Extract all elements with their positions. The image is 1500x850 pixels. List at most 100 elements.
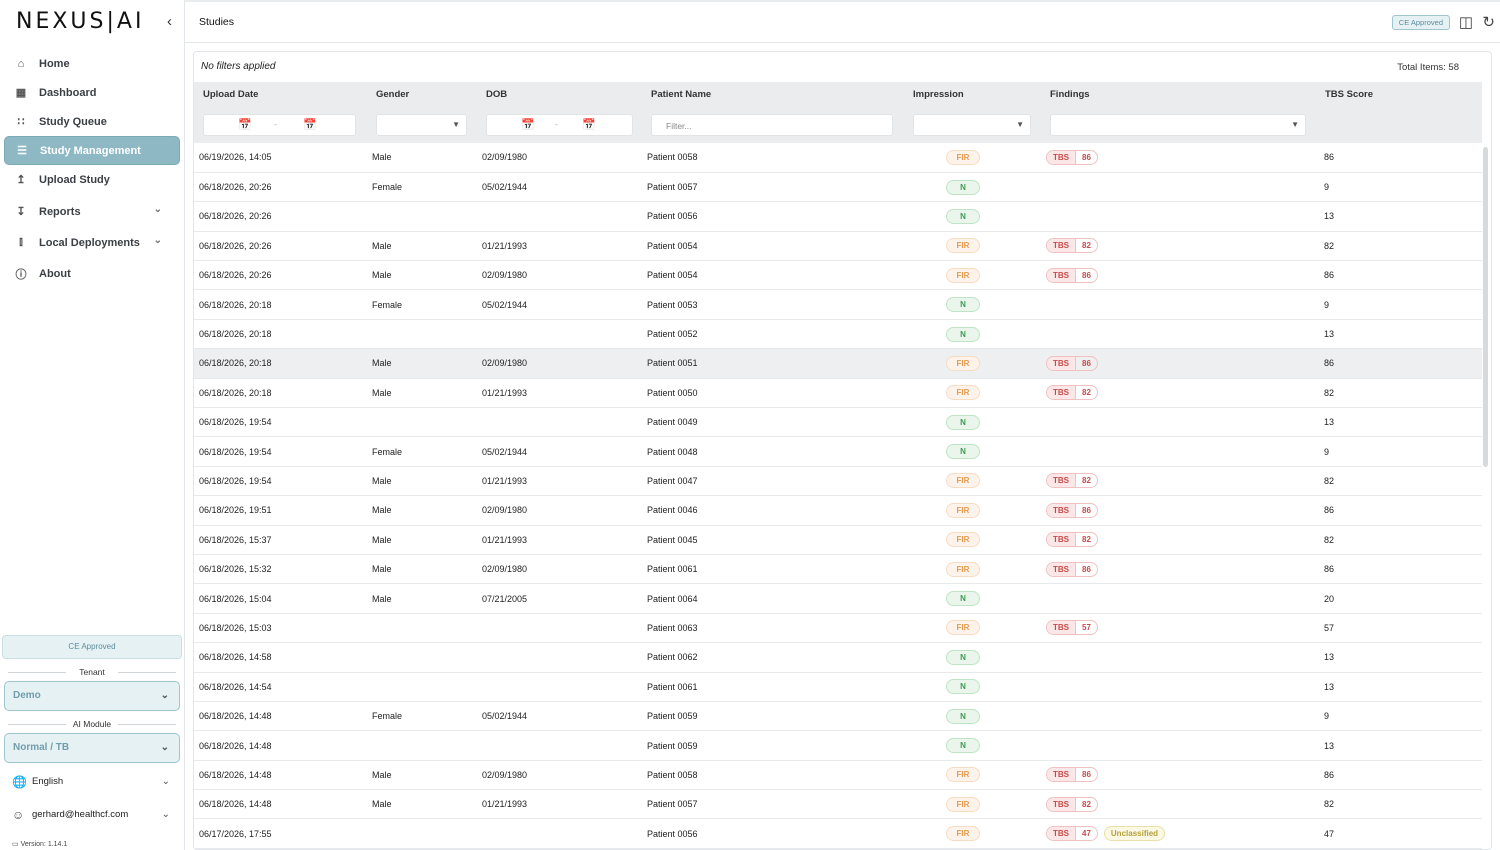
cell-patient-name: Patient 0047 [642,466,904,497]
ai-module-value: Normal / TB [13,742,70,753]
cell-dob [477,672,642,702]
table-scrollbar[interactable] [1483,147,1488,467]
table-row[interactable]: 06/18/2026, 20:18 Male 02/09/1980 Patient 0… [194,348,1482,379]
table-row[interactable]: 06/18/2026, 14:48 Patient 0059 N 13 [194,730,1482,761]
cell-gender: Male [367,495,477,526]
patient-name-filter[interactable]: Filter... [651,113,893,136]
cell-dob: 02/09/1980 [477,760,642,791]
calendar-icon[interactable]: 📅 [582,118,596,131]
cell-impression: FIR [904,554,1041,585]
impression-filter[interactable]: ▼ [913,113,1031,136]
calendar-icon[interactable]: 📅 [521,118,535,131]
table-row[interactable]: 06/18/2026, 19:54 Female 05/02/1944 Patient… [194,436,1482,467]
sidebar-item-label: Home [39,57,70,70]
collapse-sidebar-icon[interactable]: ‹ [167,13,172,30]
cell-patient-name: Patient 0049 [642,407,904,438]
cell-dob [477,730,642,761]
cell-upload-date: 06/18/2026, 20:26 [194,260,367,291]
tenant-select[interactable]: Demo ⌄ [4,681,180,711]
table-row[interactable]: 06/18/2026, 19:54 Male 01/21/1993 Patient 0… [194,466,1482,497]
version-value: 1.14.1 [47,841,68,848]
col-findings[interactable]: Findings [1041,82,1316,106]
tbs-finding-badge: TBS 86 [1046,561,1098,577]
tbs-value: 86 [1082,564,1091,574]
unclassified-badge: Unclassified [1103,826,1166,842]
table-row[interactable]: 06/18/2026, 20:26 Patient 0056 N 13 [194,201,1482,232]
table-row[interactable]: 06/18/2026, 14:48 Male 01/21/1993 Patient 0… [194,789,1482,820]
sidebar-item-label: Dashboard [39,86,97,99]
table-row[interactable]: 06/18/2026, 20:26 Female 05/02/1944 Patient… [194,172,1482,203]
cell-gender: Female [367,172,477,203]
col-dob[interactable]: DOB [477,82,642,106]
table-row[interactable]: 06/18/2026, 15:03 Patient 0063 FIR TBS 57 57 [194,613,1482,644]
sidebar-item-local-deployments[interactable]: ⫾ Local Deployments ⌄ [4,227,180,258]
table-row[interactable]: 06/19/2026, 14:05 Male 02/09/1980 Patient 0… [194,143,1482,173]
dashboard-icon: ▦ [15,87,27,99]
table-row[interactable]: 06/18/2026, 20:26 Male 01/21/1993 Patient 0… [194,231,1482,262]
tbs-value: 86 [1082,505,1091,515]
sidebar-item-dashboard[interactable]: ▦ Dashboard [4,78,180,107]
col-tbs-score[interactable]: TBS Score [1316,82,1482,106]
tbs-label: TBS [1047,827,1076,841]
impression-badge: N [946,679,980,695]
language-select[interactable]: 🌐 English ⌄ [0,765,184,798]
calendar-icon[interactable]: 📅 [303,118,317,131]
dob-range-filter[interactable]: 📅 - 📅 [486,113,633,136]
table-row[interactable]: 06/18/2026, 14:48 Male 02/09/1980 Patient 0… [194,760,1482,791]
table-row[interactable]: 06/17/2026, 17:55 Patient 0056 FIR TBS 47 Unc… [194,818,1482,849]
cell-tbs-score: 86 [1316,260,1482,291]
cell-findings: TBS 82 [1041,789,1316,820]
sidebar-item-upload-study[interactable]: ↥ Upload Study [4,165,180,194]
table-row[interactable]: 06/18/2026, 15:37 Male 01/21/1993 Patient 0… [194,525,1482,555]
col-upload-date[interactable]: Upload Date [194,82,367,106]
chevron-down-icon: ▼ [1016,119,1024,129]
sidebar-item-home[interactable]: ⌂ Home [4,49,180,78]
table-row[interactable]: 06/18/2026, 20:18 Patient 0052 N 13 [194,319,1482,350]
split-view-icon[interactable]: ◫ [1458,14,1473,31]
user-icon: ☺ [12,807,25,822]
table-row[interactable]: 06/18/2026, 15:32 Male 02/09/1980 Patient 0… [194,554,1482,585]
table-body: 06/19/2026, 14:05 Male 02/09/1980 Patient 0… [194,143,1482,849]
cell-tbs-score: 13 [1316,201,1482,232]
table-row[interactable]: 06/18/2026, 14:54 Patient 0061 N 13 [194,672,1482,702]
table-row[interactable]: 06/18/2026, 19:54 Patient 0049 N 13 [194,407,1482,438]
cell-dob: 02/09/1980 [477,554,642,585]
table-row[interactable]: 06/18/2026, 20:18 Female 05/02/1944 Patient… [194,289,1482,320]
cell-upload-date: 06/18/2026, 20:26 [194,172,367,203]
cell-upload-date: 06/18/2026, 15:03 [194,613,367,644]
sidebar-item-study-management[interactable]: ☰ Study Management [4,136,180,165]
cell-gender [367,672,477,702]
cell-gender: Male [367,143,477,173]
table-row[interactable]: 06/18/2026, 14:48 Female 05/02/1944 Patient… [194,701,1482,732]
calendar-icon[interactable]: 📅 [238,118,252,131]
upload-date-range-filter[interactable]: 📅 - 📅 [203,113,356,136]
cell-patient-name: Patient 0058 [642,143,904,173]
cell-tbs-score: 13 [1316,407,1482,438]
tbs-finding-badge: TBS 57 [1046,620,1098,636]
sidebar-item-about[interactable]: ⓘ About [4,258,180,289]
table-row[interactable]: 06/18/2026, 14:58 Patient 0062 N 13 [194,642,1482,673]
impression-badge: FIR [946,385,980,401]
col-gender[interactable]: Gender [367,82,477,106]
table-row[interactable]: 06/18/2026, 20:18 Male 01/21/1993 Patient 0… [194,378,1482,409]
table-header-row: Upload Date Gender DOB Patient Name Impr… [194,82,1482,106]
gender-filter[interactable]: ▼ [376,113,467,136]
sidebar-item-study-queue[interactable]: ∷ Study Queue [4,107,180,136]
table-row[interactable]: 06/18/2026, 15:04 Male 07/21/2005 Patient 0… [194,583,1482,614]
cell-gender: Male [367,554,477,585]
refresh-icon[interactable]: ↻ [1482,14,1495,31]
findings-filter[interactable]: ▼ [1050,113,1306,136]
table-row[interactable]: 06/18/2026, 19:51 Male 02/09/1980 Patient 0… [194,495,1482,526]
tenant-value: Demo [13,690,41,701]
user-menu[interactable]: ☺ gerhard@healthcf.com ⌄ [0,798,184,831]
ai-module-select[interactable]: Normal / TB ⌄ [4,733,180,763]
col-impression[interactable]: Impression [904,82,1041,106]
col-patient-name[interactable]: Patient Name [642,82,904,106]
tbs-label: TBS [1047,386,1076,400]
tbs-value: 82 [1082,388,1091,398]
cell-tbs-score: 57 [1316,613,1482,644]
tbs-value: 82 [1082,799,1091,809]
bar-chart-icon: ⫾ [19,236,23,248]
sidebar-item-reports[interactable]: ↧ Reports ⌄ [4,196,180,227]
table-row[interactable]: 06/18/2026, 20:26 Male 02/09/1980 Patient 0… [194,260,1482,291]
